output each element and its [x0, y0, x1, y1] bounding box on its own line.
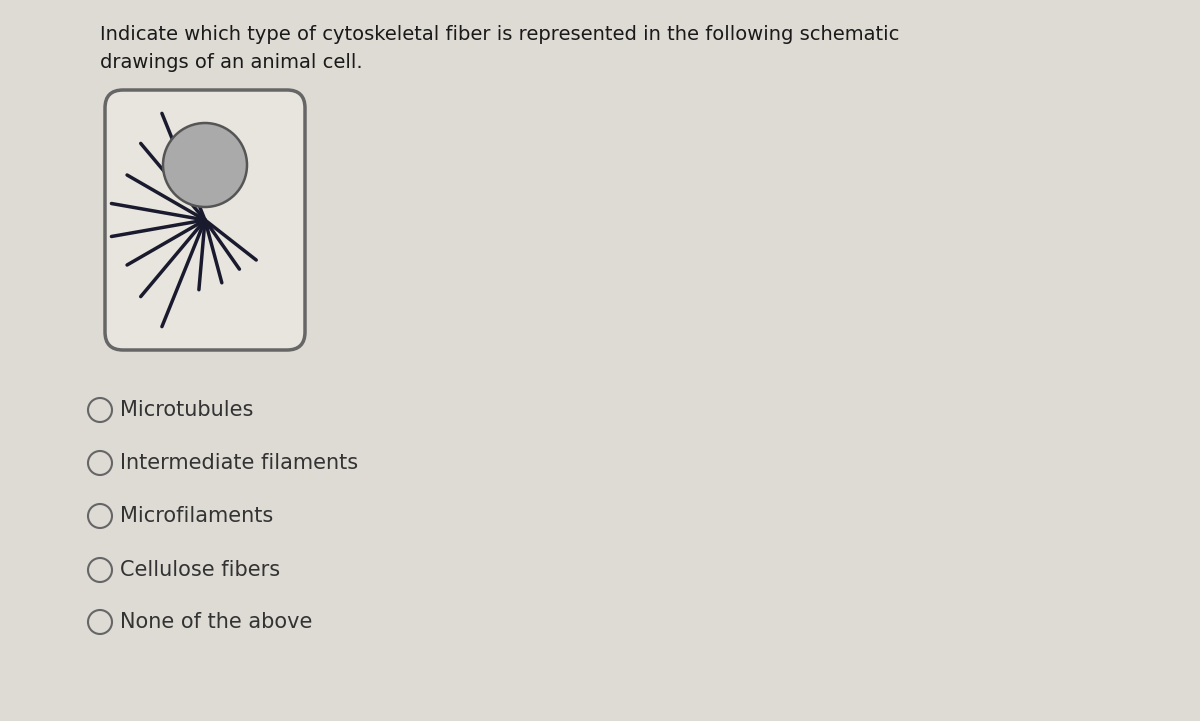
Text: Indicate which type of cytoskeletal fiber is represented in the following schema: Indicate which type of cytoskeletal fibe…: [100, 25, 899, 72]
Text: Microtubules: Microtubules: [120, 400, 253, 420]
Text: Microfilaments: Microfilaments: [120, 506, 274, 526]
FancyBboxPatch shape: [106, 90, 305, 350]
Circle shape: [163, 123, 247, 207]
Text: None of the above: None of the above: [120, 612, 312, 632]
Text: Intermediate filaments: Intermediate filaments: [120, 453, 358, 473]
Text: Cellulose fibers: Cellulose fibers: [120, 560, 280, 580]
